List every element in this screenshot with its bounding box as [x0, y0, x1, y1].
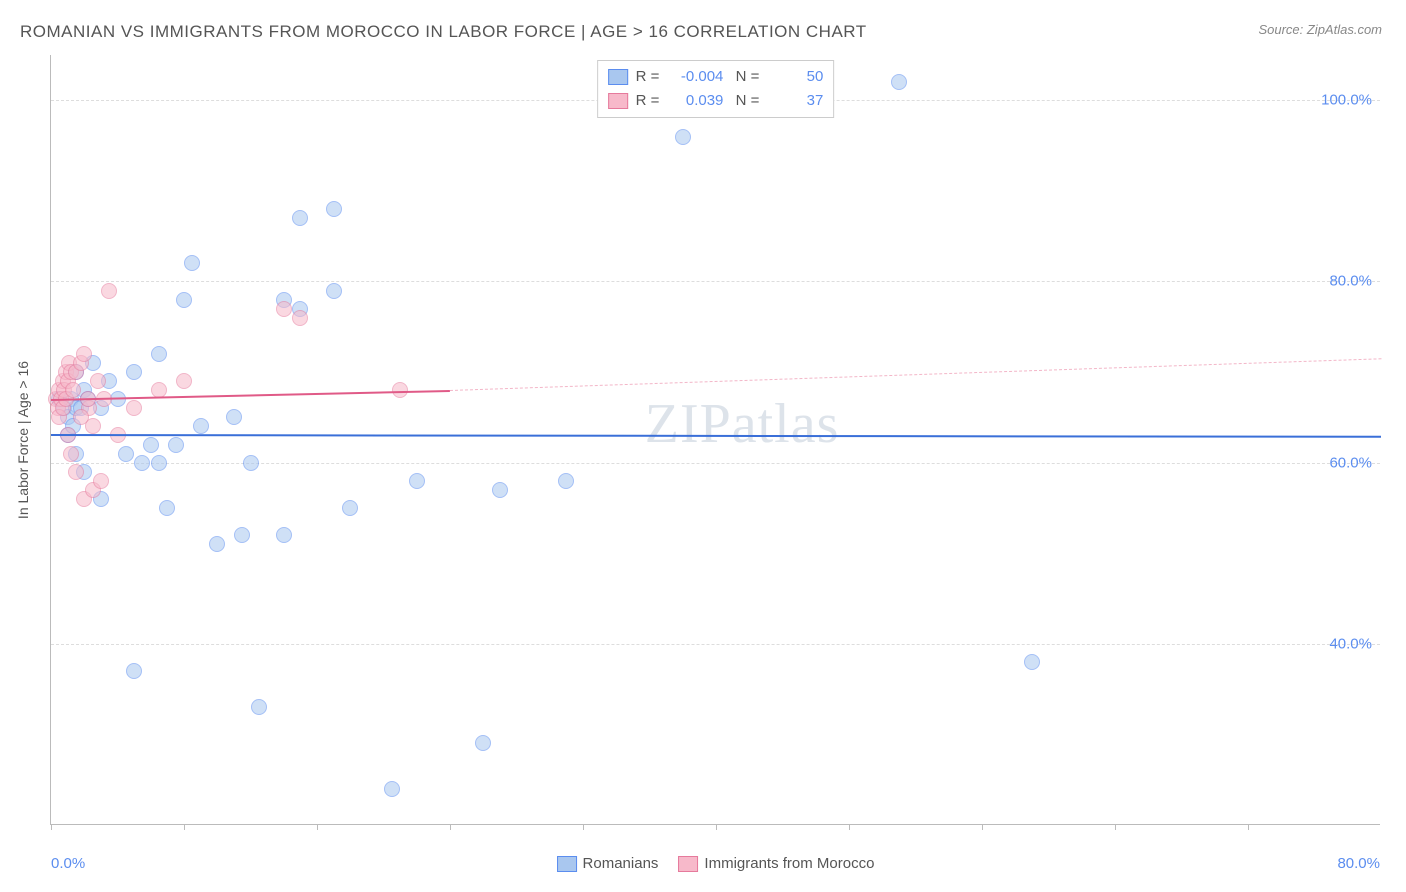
x-tick [450, 824, 451, 830]
legend-row-morocco: R = 0.039 N = 37 [608, 89, 824, 113]
data-point [68, 464, 84, 480]
y-tick-label: 60.0% [1329, 454, 1372, 471]
data-point [276, 301, 292, 317]
data-point [126, 364, 142, 380]
data-point [209, 536, 225, 552]
x-origin-label: 0.0% [51, 855, 85, 872]
legend-swatch-morocco-b [678, 856, 698, 872]
data-point [492, 482, 508, 498]
data-point [184, 255, 200, 271]
data-point [168, 437, 184, 453]
x-tick [317, 824, 318, 830]
data-point [73, 409, 89, 425]
data-point [151, 346, 167, 362]
data-point [193, 418, 209, 434]
data-point [118, 446, 134, 462]
data-point [93, 473, 109, 489]
gridline [51, 644, 1380, 645]
y-axis-title: In Labor Force | Age > 16 [15, 360, 31, 518]
data-point [292, 210, 308, 226]
data-point [234, 527, 250, 543]
data-point [143, 437, 159, 453]
data-point [891, 74, 907, 90]
data-point [475, 735, 491, 751]
data-point [134, 455, 150, 471]
data-point [384, 781, 400, 797]
y-tick-label: 40.0% [1329, 635, 1372, 652]
watermark: ZIPatlas [645, 392, 840, 456]
data-point [326, 283, 342, 299]
legend-row-romanians: R = -0.004 N = 50 [608, 65, 824, 89]
data-point [159, 500, 175, 516]
legend-series: Romanians Immigrants from Morocco [557, 855, 875, 872]
data-point [276, 527, 292, 543]
data-point [176, 292, 192, 308]
data-point [65, 382, 81, 398]
data-point [101, 283, 117, 299]
source-label: Source: ZipAtlas.com [1258, 22, 1382, 37]
data-point [226, 409, 242, 425]
data-point [558, 473, 574, 489]
data-point [342, 500, 358, 516]
data-point [76, 346, 92, 362]
x-tick [1115, 824, 1116, 830]
legend-swatch-romanians [608, 69, 628, 85]
data-point [63, 446, 79, 462]
trend-line [51, 434, 1381, 438]
x-tick [184, 824, 185, 830]
data-point [251, 699, 267, 715]
y-tick-label: 80.0% [1329, 273, 1372, 290]
chart-title: ROMANIAN VS IMMIGRANTS FROM MOROCCO IN L… [20, 22, 867, 42]
x-tick [982, 824, 983, 830]
data-point [243, 455, 259, 471]
data-point [1024, 654, 1040, 670]
data-point [675, 129, 691, 145]
legend-item-morocco: Immigrants from Morocco [678, 855, 874, 872]
trend-line [450, 358, 1381, 391]
data-point [126, 400, 142, 416]
legend-correlation: R = -0.004 N = 50 R = 0.039 N = 37 [597, 60, 835, 118]
chart-container: ROMANIAN VS IMMIGRANTS FROM MOROCCO IN L… [0, 0, 1406, 892]
data-point [326, 201, 342, 217]
legend-swatch-romanians-b [557, 856, 577, 872]
legend-swatch-morocco [608, 93, 628, 109]
y-tick-label: 100.0% [1321, 92, 1372, 109]
plot-area: ZIPatlas In Labor Force | Age > 16 0.0% … [50, 55, 1380, 825]
data-point [151, 455, 167, 471]
data-point [90, 373, 106, 389]
x-tick [1248, 824, 1249, 830]
x-tick [51, 824, 52, 830]
x-tick [849, 824, 850, 830]
x-tick [716, 824, 717, 830]
legend-item-romanians: Romanians [557, 855, 659, 872]
data-point [409, 473, 425, 489]
gridline [51, 281, 1380, 282]
data-point [176, 373, 192, 389]
data-point [126, 663, 142, 679]
x-max-label: 80.0% [1337, 855, 1380, 872]
data-point [292, 310, 308, 326]
x-tick [583, 824, 584, 830]
